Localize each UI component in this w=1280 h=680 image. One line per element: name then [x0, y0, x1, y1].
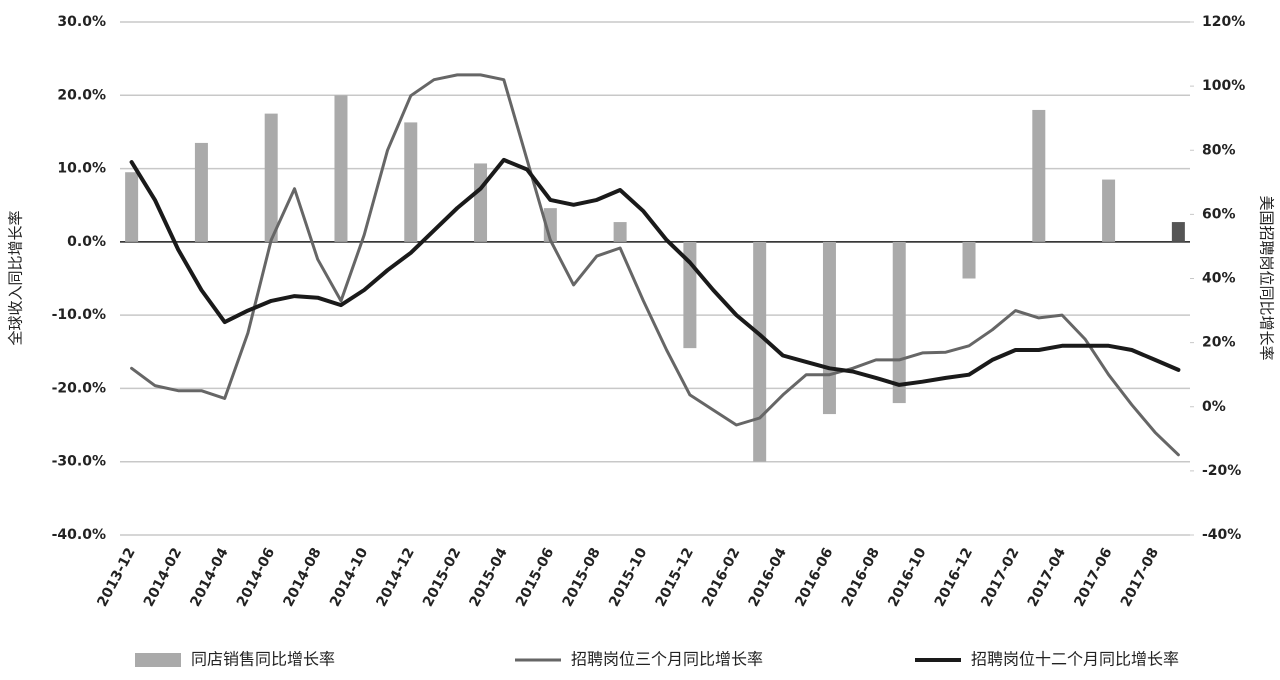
- x-tick-label: 2014-08: [280, 545, 324, 609]
- x-tick-label: 2014-12: [374, 545, 418, 609]
- y2-axis-title: 美国招聘岗位同比增长率: [1258, 195, 1276, 360]
- bar: [753, 241, 767, 462]
- x-tick-label: 2014-06: [234, 545, 278, 609]
- bar: [264, 113, 278, 242]
- legend-item: 招聘岗位三个月同比增长率: [515, 650, 763, 669]
- y2-tick-label: 120%: [1202, 14, 1245, 30]
- legend-label: 同店销售同比增长率: [191, 650, 335, 669]
- x-tick-label: 2016-08: [839, 545, 883, 609]
- x-tick-label: 2017-04: [1025, 545, 1069, 609]
- y-tick-label: -20.0%: [52, 380, 106, 396]
- y-tick-label: -10.0%: [52, 307, 106, 323]
- bar: [194, 142, 208, 242]
- x-tick-label: 2016-02: [699, 545, 743, 609]
- bar: [474, 163, 488, 242]
- y-tick-label: -30.0%: [52, 454, 106, 470]
- bar: [125, 172, 139, 242]
- x-tick-label: 2015-10: [606, 545, 650, 609]
- y2-tick-label: -20%: [1202, 463, 1241, 479]
- y-tick-label: 0.0%: [67, 234, 106, 250]
- x-tick-label: 2015-08: [560, 545, 604, 609]
- y2-tick-label: 40%: [1202, 271, 1236, 287]
- y-tick-label: 10.0%: [57, 161, 106, 177]
- y-axis-title: 全球收入同比增长率: [7, 210, 25, 345]
- x-tick-label: 2015-02: [420, 545, 464, 609]
- y-tick-label: -40.0%: [52, 527, 106, 543]
- y2-tick-label: 0%: [1202, 399, 1226, 415]
- y-tick-label: 20.0%: [57, 87, 106, 103]
- legend-swatch: [135, 653, 181, 667]
- x-tick-label: 2014-02: [141, 545, 185, 609]
- x-tick-label: 2014-04: [187, 545, 231, 609]
- x-tick-label: 2015-04: [467, 545, 511, 609]
- x-tick-label: 2017-06: [1071, 545, 1115, 609]
- y2-tick-label: 60%: [1202, 206, 1236, 222]
- bar: [962, 241, 976, 279]
- bar: [1171, 222, 1185, 242]
- bar: [613, 222, 627, 242]
- bar: [1032, 109, 1046, 242]
- x-tick-label: 2015-12: [653, 545, 697, 609]
- line: [129, 157, 1181, 387]
- x-tick-label: 2015-06: [513, 545, 557, 609]
- legend-item: 同店销售同比增长率: [135, 650, 335, 669]
- bar: [1102, 179, 1116, 242]
- x-tick-label: 2017-02: [978, 545, 1022, 609]
- y2-tick-label: 100%: [1202, 78, 1245, 94]
- x-tick-label: 2016-06: [792, 545, 836, 609]
- x-tick-label: 2013-12: [94, 545, 138, 609]
- legend-label: 招聘岗位三个月同比增长率: [571, 650, 763, 669]
- y2-tick-label: -40%: [1202, 527, 1241, 543]
- line: [130, 73, 1180, 457]
- x-tick-label: 2016-04: [746, 545, 790, 609]
- bar: [892, 241, 906, 404]
- legend-label: 招聘岗位十二个月同比增长率: [971, 650, 1179, 669]
- bar: [404, 122, 418, 242]
- legend-item: 招聘岗位十二个月同比增长率: [915, 650, 1179, 669]
- x-tick-label: 2016-10: [885, 545, 929, 609]
- x-tick-label: 2017-08: [1118, 545, 1162, 609]
- y-tick-label: 30.0%: [57, 14, 106, 30]
- bar: [822, 241, 836, 415]
- y2-tick-label: 20%: [1202, 335, 1236, 351]
- x-tick-label: 2014-10: [327, 545, 371, 609]
- x-tick-label: 2016-12: [932, 545, 976, 609]
- y2-tick-label: 80%: [1202, 142, 1236, 158]
- bar: [334, 95, 348, 242]
